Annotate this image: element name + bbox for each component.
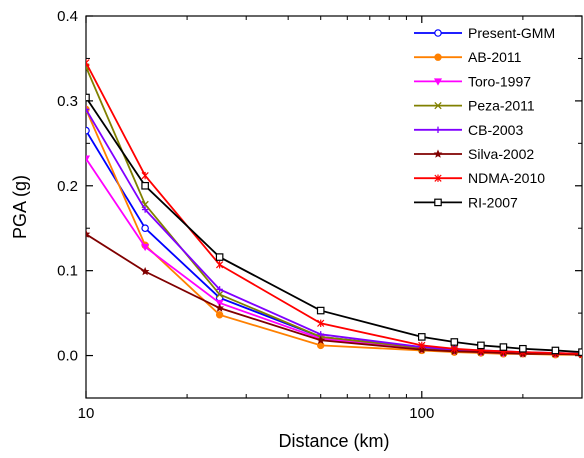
y-tick-label: 0.0 — [57, 348, 78, 365]
data-point-ri-2007 — [316, 306, 325, 315]
data-point-ri-2007 — [86, 93, 90, 102]
legend-marker — [434, 101, 442, 110]
plot-area — [85, 15, 583, 399]
legend-label: Toro-1997 — [468, 73, 531, 89]
legend-label: CB-2003 — [468, 122, 523, 138]
legend-item-ab-2011: AB-2011 — [414, 49, 522, 65]
x-axis-title: Distance (km) — [278, 431, 389, 451]
legend-marker — [434, 29, 442, 37]
legend-item-cb-2003: CB-2003 — [414, 122, 523, 138]
legend-label: NDMA-2010 — [468, 170, 545, 186]
data-point-ri-2007 — [450, 338, 459, 346]
data-point-ri-2007 — [578, 348, 582, 356]
data-point-peza-2011 — [215, 290, 224, 299]
data-point-ab-2011 — [215, 311, 224, 319]
legend-marker — [434, 53, 442, 61]
legend-label: Silva-2002 — [468, 146, 534, 162]
data-point-ndma-2010 — [418, 341, 426, 350]
data-point-ri-2007 — [499, 343, 508, 351]
data-point-cb-2003 — [141, 206, 149, 213]
legend: Present-GMM AB-2011 Toro-1997 Peza-2011 CB-2… — [414, 25, 555, 210]
data-point-ri-2007 — [519, 344, 527, 353]
legend-item-present-gmm: Present-GMM — [414, 25, 555, 41]
data-point-silva-2002 — [215, 303, 224, 312]
series-ri-2007 — [86, 93, 582, 356]
data-point-toro-1997 — [86, 155, 91, 163]
data-point-ndma-2010 — [215, 261, 224, 269]
legend-marker — [434, 126, 442, 133]
data-point-ndma-2010 — [450, 345, 458, 353]
legend-item-silva-2002: Silva-2002 — [414, 146, 534, 162]
legend-item-peza-2011: Peza-2011 — [414, 98, 535, 114]
x-tick-label: 10 — [78, 405, 95, 422]
x-tick-label: 100 — [409, 405, 434, 422]
data-point-ndma-2010 — [141, 171, 149, 180]
y-axis-title: PGA (g) — [10, 175, 30, 239]
legend-marker — [434, 174, 442, 182]
data-point-ri-2007 — [417, 333, 426, 341]
data-point-toro-1997 — [215, 299, 224, 308]
legend-label: Present-GMM — [468, 25, 555, 41]
legend-item-ri-2007: RI-2007 — [414, 194, 518, 210]
legend-label: RI-2007 — [468, 194, 518, 210]
data-point-ri-2007 — [141, 181, 149, 190]
y-tick-label: 0.1 — [57, 263, 78, 280]
legend-label: Peza-2011 — [468, 98, 535, 114]
legend-marker — [433, 78, 443, 86]
data-point-cb-2003 — [216, 286, 223, 293]
data-point-silva-2002 — [140, 266, 150, 276]
data-point-cb-2003 — [86, 106, 90, 113]
data-point-present-gmm — [86, 126, 90, 135]
legend-item-toro-1997: Toro-1997 — [414, 73, 531, 89]
y-tick-label: 0.3 — [57, 93, 78, 110]
data-point-silva-2002 — [86, 229, 91, 238]
y-tick-label: 0.4 — [57, 8, 78, 25]
data-point-ri-2007 — [215, 253, 224, 261]
legend-marker — [434, 198, 442, 207]
legend-label: AB-2011 — [468, 49, 522, 65]
data-point-ri-2007 — [477, 341, 485, 350]
data-point-ri-2007 — [551, 346, 560, 355]
data-point-ndma-2010 — [317, 319, 325, 327]
legend-item-ndma-2010: NDMA-2010 — [414, 170, 545, 186]
data-point-silva-2002 — [316, 335, 326, 344]
y-tick-label: 0.2 — [57, 178, 78, 195]
data-point-present-gmm — [141, 224, 149, 233]
data-point-toro-1997 — [141, 243, 150, 252]
data-point-ndma-2010 — [86, 58, 90, 67]
legend-marker — [433, 149, 443, 158]
